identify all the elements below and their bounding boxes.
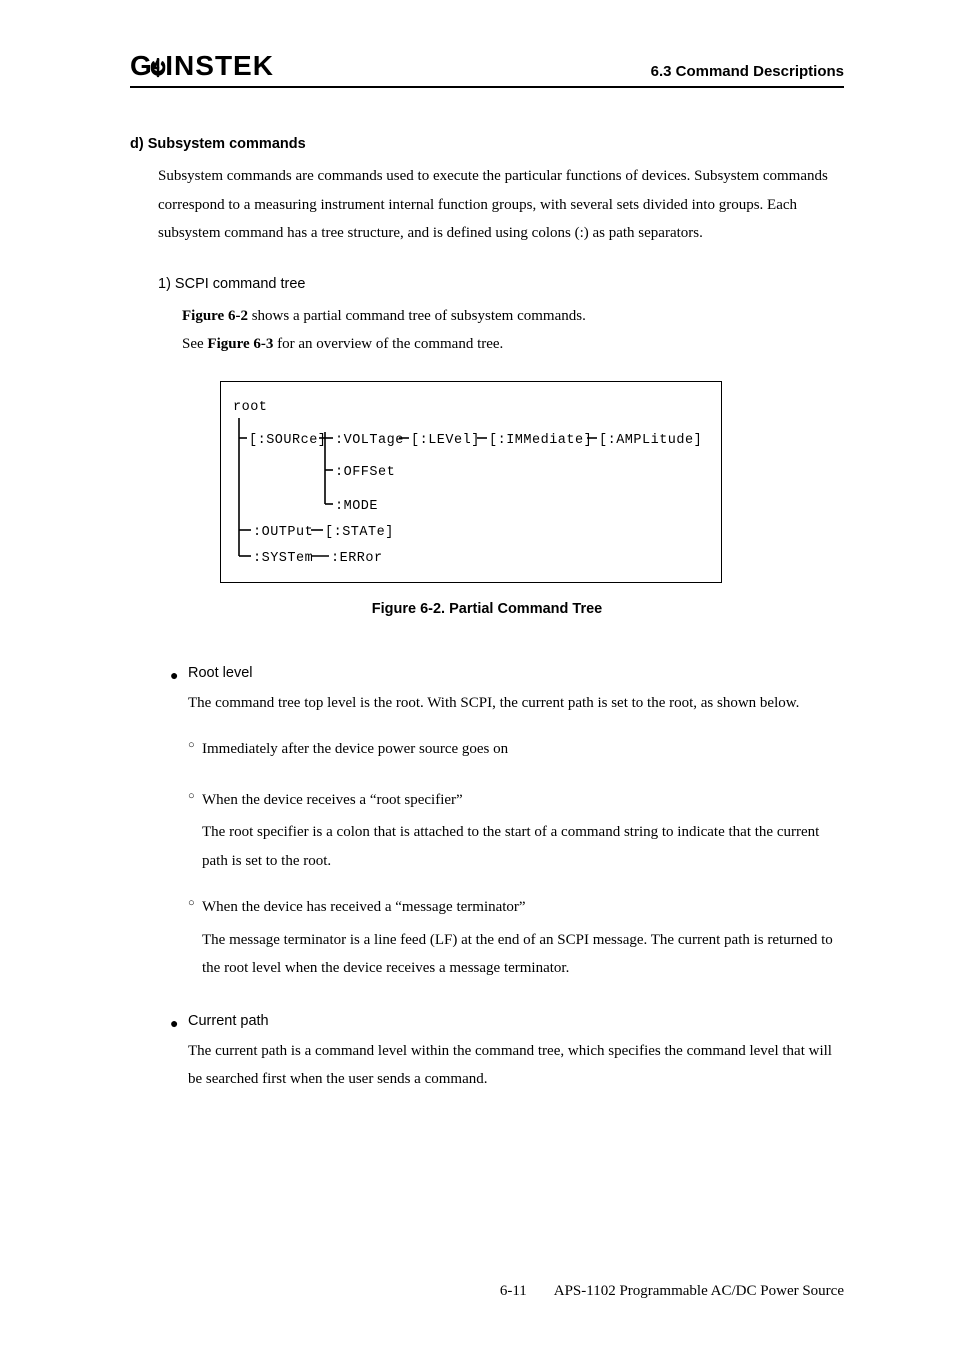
tree-node-offset: :OFFSet — [335, 465, 395, 480]
root-level-title-text: Root level — [188, 665, 252, 681]
current-path-body: The current path is a command level with… — [188, 1037, 844, 1094]
root-level-heading: ● Root level — [188, 665, 844, 681]
command-tree-figure: root [:SOURce] :VOLTage [:LEVel] [:IMMed… — [220, 381, 722, 583]
root-condition-3-desc: The message terminator is a line feed (L… — [202, 926, 844, 983]
page-header: G INSTEK 6.3 Command Descriptions — [130, 50, 844, 88]
logo-power-icon — [150, 53, 166, 73]
current-path-section: ● Current path The current path is a com… — [188, 1013, 844, 1094]
tree-node-system: :SYSTem — [253, 551, 313, 566]
tree-node-voltage: :VOLTage — [335, 433, 404, 448]
brand-logo: G INSTEK — [130, 50, 274, 82]
current-path-heading: ● Current path — [188, 1013, 844, 1029]
figure-6-2-caption: Figure 6-2. Partial Command Tree — [130, 601, 844, 617]
root-condition-3: When the device has received a “message … — [188, 893, 844, 922]
root-level-body: The command tree top level is the root. … — [188, 689, 844, 718]
bullet-icon: ● — [170, 1015, 178, 1031]
current-path-title-text: Current path — [188, 1013, 269, 1029]
header-section-title: 6.3 Command Descriptions — [651, 63, 844, 82]
section-d-body: Subsystem commands are commands used to … — [158, 162, 844, 248]
scpi-line1b: shows a partial command tree of subsyste… — [248, 308, 586, 324]
product-name: APS-1102 Programmable AC/DC Power Source — [554, 1283, 844, 1299]
tree-node-immediate: [:IMMediate] — [489, 433, 592, 448]
root-condition-1: Immediately after the device power sourc… — [188, 735, 844, 764]
page-number: 6-11 — [500, 1283, 527, 1299]
tree-node-state: [:STATe] — [325, 525, 394, 540]
figure-6-3-ref: Figure 6-3 — [207, 336, 273, 352]
scpi-tree-body: Figure 6-2 shows a partial command tree … — [182, 302, 844, 359]
scpi-tree-heading: 1) SCPI command tree — [158, 276, 844, 292]
tree-node-amplitude: [:AMPLitude] — [599, 433, 702, 448]
tree-node-mode: :MODE — [335, 499, 378, 514]
tree-node-root: root — [233, 400, 267, 415]
scpi-line2a: See — [182, 336, 207, 352]
scpi-line2c: for an overview of the command tree. — [273, 336, 503, 352]
tree-node-level: [:LEVel] — [411, 433, 480, 448]
root-condition-2-desc: The root specifier is a colon that is at… — [202, 818, 844, 875]
figure-6-2-ref: Figure 6-2 — [182, 308, 248, 324]
command-tree-svg: root [:SOURce] :VOLTage [:LEVel] [:IMMed… — [233, 396, 713, 570]
section-d-heading: d) Subsystem commands — [130, 136, 844, 152]
tree-node-source: [:SOURce] — [249, 433, 326, 448]
logo-letter-g: G — [130, 50, 151, 82]
bullet-icon: ● — [170, 667, 178, 683]
logo-text-rest: INSTEK — [165, 50, 274, 82]
tree-node-error: :ERRor — [331, 551, 383, 566]
page-footer: 6-11 APS-1102 Programmable AC/DC Power S… — [500, 1283, 844, 1300]
root-level-section: ● Root level The command tree top level … — [188, 665, 844, 983]
tree-node-output: :OUTPut — [253, 525, 313, 540]
root-condition-2: When the device receives a “root specifi… — [188, 786, 844, 815]
